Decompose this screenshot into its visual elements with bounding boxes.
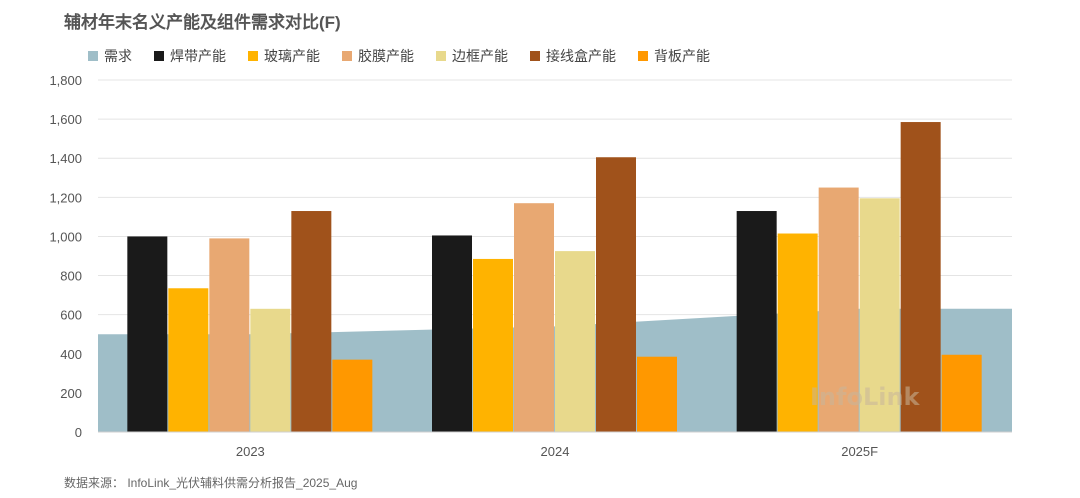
legend: 需求 焊带产能 玻璃产能 胶膜产能 边框产能 接线盒产能 背板产能 bbox=[88, 46, 732, 66]
bar bbox=[818, 187, 859, 432]
source-note: 数据来源： InfoLink_光伏辅料供需分析报告_2025_Aug bbox=[64, 476, 358, 490]
legend-swatch bbox=[342, 51, 352, 61]
y-tick-label: 800 bbox=[60, 269, 82, 284]
bar bbox=[900, 122, 941, 433]
bar bbox=[637, 356, 677, 432]
legend-label: 边框产能 bbox=[452, 48, 508, 64]
bar bbox=[555, 251, 595, 432]
legend-swatch bbox=[154, 51, 164, 61]
bar bbox=[941, 354, 982, 432]
bars bbox=[127, 122, 982, 433]
x-axis: 2023 2024 2025F bbox=[236, 444, 878, 459]
y-axis: 0 200 400 600 800 1,000 1,200 1,400 1,600 1,800 bbox=[49, 73, 1012, 440]
x-tick-label: 2025F bbox=[841, 444, 878, 459]
bar bbox=[514, 203, 554, 432]
bar bbox=[777, 233, 818, 432]
legend-item-series: 接线盒产能 bbox=[530, 46, 616, 66]
legend-label: 玻璃产能 bbox=[264, 48, 320, 64]
watermark-logo: InfoLink bbox=[810, 383, 921, 411]
legend-label: 胶膜产能 bbox=[358, 48, 414, 64]
bar bbox=[250, 308, 291, 432]
x-tick-label: 2024 bbox=[541, 444, 570, 459]
legend-label: 接线盒产能 bbox=[546, 48, 616, 64]
y-tick-label: 400 bbox=[60, 347, 82, 362]
y-tick-label: 1,200 bbox=[49, 190, 82, 205]
bar-chart: 0 200 400 600 800 1,000 1,200 1,400 1,600 1,800 2… bbox=[49, 73, 1012, 459]
legend-swatch bbox=[248, 51, 258, 61]
legend-swatch bbox=[638, 51, 648, 61]
y-tick-label: 0 bbox=[75, 425, 82, 440]
legend-swatch bbox=[436, 51, 446, 61]
legend-label: 需求 bbox=[104, 48, 132, 64]
bar bbox=[127, 236, 168, 432]
legend-item-series: 背板产能 bbox=[638, 46, 710, 66]
legend-swatch bbox=[88, 51, 98, 61]
legend-item-series: 玻璃产能 bbox=[248, 46, 320, 66]
y-tick-label: 1,600 bbox=[49, 112, 82, 127]
bar bbox=[596, 157, 636, 432]
y-tick-label: 1,000 bbox=[49, 229, 82, 244]
legend-item-series: 焊带产能 bbox=[154, 46, 226, 66]
chart-title: 辅材年末名义产能及组件需求对比(F) bbox=[64, 13, 341, 32]
y-tick-label: 200 bbox=[60, 386, 82, 401]
legend-item-series: 边框产能 bbox=[436, 46, 508, 66]
y-tick-label: 600 bbox=[60, 308, 82, 323]
x-tick-label: 2023 bbox=[236, 444, 265, 459]
legend-label: 焊带产能 bbox=[170, 48, 226, 64]
bar bbox=[291, 211, 332, 432]
y-tick-label: 1,800 bbox=[49, 73, 82, 88]
legend-swatch bbox=[530, 51, 540, 61]
bar bbox=[332, 359, 373, 432]
legend-label: 背板产能 bbox=[654, 48, 710, 64]
bar bbox=[736, 211, 777, 432]
bar bbox=[168, 288, 209, 432]
bar bbox=[859, 198, 900, 432]
bar bbox=[432, 235, 472, 432]
y-tick-label: 1,400 bbox=[49, 151, 82, 166]
legend-item-series: 胶膜产能 bbox=[342, 46, 414, 66]
bar bbox=[473, 258, 513, 432]
legend-item-demand: 需求 bbox=[88, 46, 132, 66]
bar bbox=[209, 238, 250, 432]
